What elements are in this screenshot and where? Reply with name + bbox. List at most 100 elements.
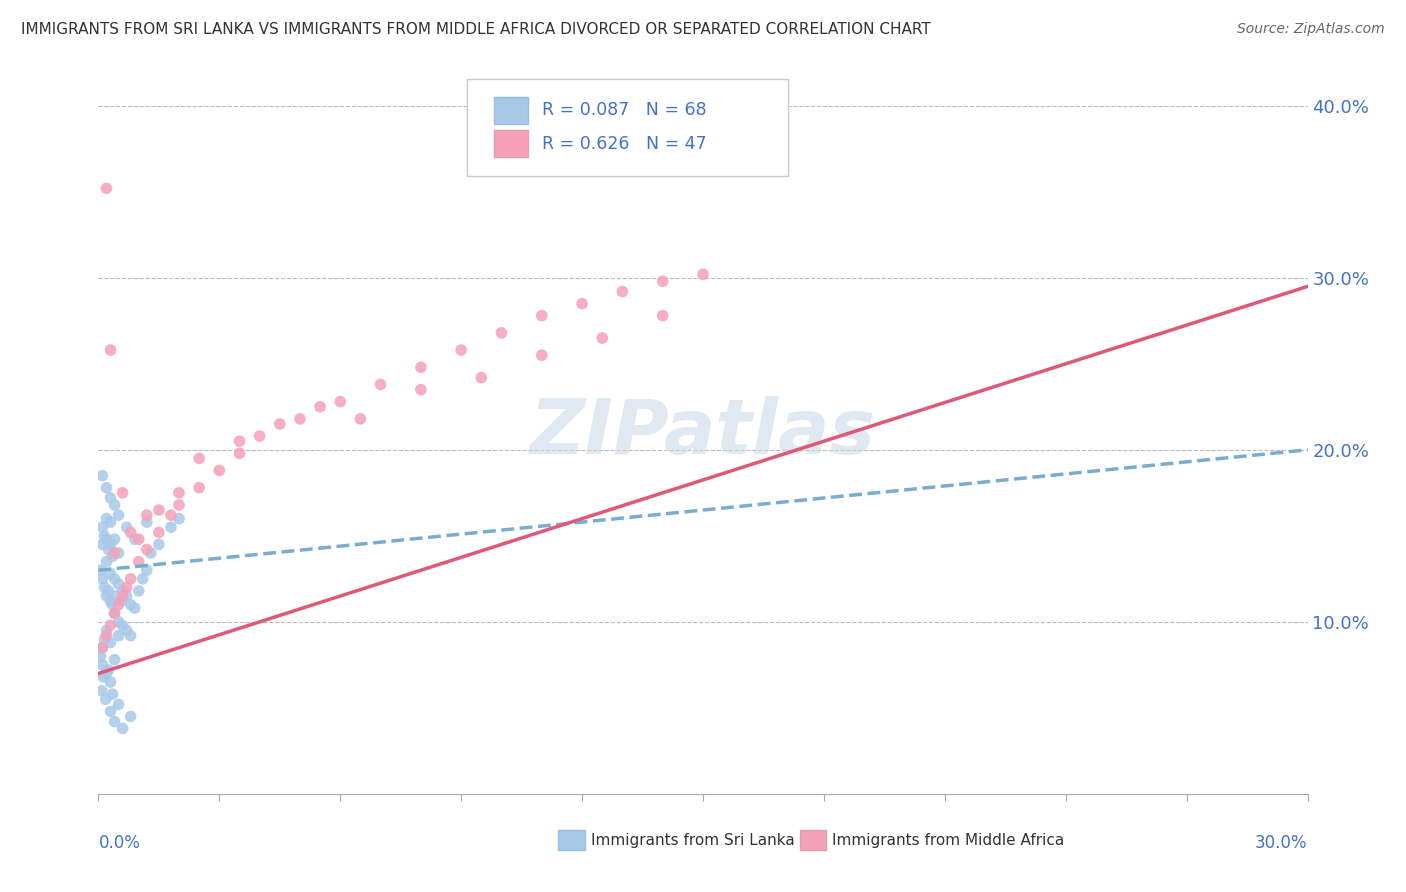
Point bbox=[101, 687, 124, 701]
Point bbox=[103, 653, 125, 667]
Point bbox=[96, 589, 118, 603]
Point bbox=[188, 481, 211, 495]
Point bbox=[115, 520, 138, 534]
Point bbox=[530, 348, 553, 362]
Point bbox=[409, 360, 432, 375]
Point bbox=[269, 417, 291, 431]
Point bbox=[110, 594, 132, 608]
Point bbox=[135, 508, 157, 523]
Point bbox=[228, 446, 250, 460]
Point bbox=[148, 537, 170, 551]
Point bbox=[120, 629, 142, 643]
Point bbox=[591, 331, 613, 345]
Point bbox=[111, 618, 134, 632]
Point bbox=[124, 533, 146, 547]
Point bbox=[94, 692, 117, 706]
Point bbox=[97, 583, 120, 598]
Point bbox=[409, 383, 432, 397]
Point bbox=[100, 618, 122, 632]
Point bbox=[107, 698, 129, 712]
FancyBboxPatch shape bbox=[467, 78, 787, 176]
Point bbox=[97, 542, 120, 557]
Point bbox=[167, 485, 190, 500]
Text: 0.0%: 0.0% bbox=[98, 834, 141, 852]
Point bbox=[96, 533, 118, 547]
Point bbox=[530, 309, 553, 323]
Point bbox=[91, 572, 114, 586]
Text: Immigrants from Sri Lanka: Immigrants from Sri Lanka bbox=[591, 832, 794, 847]
Point bbox=[160, 508, 183, 523]
Point bbox=[107, 546, 129, 560]
Point bbox=[100, 537, 122, 551]
Point bbox=[103, 607, 125, 621]
Point bbox=[100, 704, 122, 718]
Point bbox=[103, 607, 125, 621]
Point bbox=[100, 635, 122, 649]
Point bbox=[115, 589, 138, 603]
Point bbox=[103, 572, 125, 586]
Text: R = 0.087   N = 68: R = 0.087 N = 68 bbox=[543, 102, 707, 120]
Point bbox=[160, 520, 183, 534]
Point bbox=[91, 537, 114, 551]
Point bbox=[148, 525, 170, 540]
Point bbox=[100, 515, 122, 529]
FancyBboxPatch shape bbox=[494, 130, 527, 157]
Point bbox=[91, 468, 114, 483]
Point bbox=[135, 563, 157, 577]
Point bbox=[651, 274, 673, 288]
Point bbox=[90, 683, 112, 698]
Point bbox=[89, 563, 111, 577]
Point bbox=[370, 377, 392, 392]
Point bbox=[692, 268, 714, 282]
Text: Immigrants from Middle Africa: Immigrants from Middle Africa bbox=[832, 832, 1064, 847]
Point bbox=[111, 583, 134, 598]
Point bbox=[571, 296, 593, 310]
Point bbox=[100, 566, 122, 581]
Point bbox=[103, 533, 125, 547]
Point bbox=[188, 451, 211, 466]
Point bbox=[111, 722, 134, 736]
Point bbox=[96, 629, 118, 643]
Point bbox=[91, 640, 114, 655]
Point bbox=[100, 491, 122, 505]
Point bbox=[107, 598, 129, 612]
Point bbox=[651, 309, 673, 323]
Point bbox=[91, 640, 114, 655]
Point bbox=[96, 555, 118, 569]
Point bbox=[115, 624, 138, 638]
Point bbox=[148, 503, 170, 517]
Point bbox=[120, 598, 142, 612]
Point bbox=[167, 511, 190, 525]
Point bbox=[105, 589, 128, 603]
FancyBboxPatch shape bbox=[800, 830, 827, 850]
Point bbox=[120, 709, 142, 723]
Point bbox=[91, 520, 114, 534]
Point bbox=[103, 498, 125, 512]
Point bbox=[111, 589, 134, 603]
Point bbox=[107, 577, 129, 591]
Point bbox=[470, 370, 492, 384]
Point bbox=[139, 546, 162, 560]
Point bbox=[107, 629, 129, 643]
Point bbox=[208, 463, 231, 477]
Point bbox=[91, 670, 114, 684]
Point bbox=[450, 343, 472, 357]
Point bbox=[111, 485, 134, 500]
Point bbox=[288, 412, 311, 426]
Point bbox=[128, 583, 150, 598]
Text: 30.0%: 30.0% bbox=[1256, 834, 1308, 852]
FancyBboxPatch shape bbox=[494, 96, 527, 124]
Point bbox=[101, 549, 124, 564]
Point bbox=[93, 632, 115, 646]
Point bbox=[96, 481, 118, 495]
Point bbox=[103, 546, 125, 560]
FancyBboxPatch shape bbox=[558, 830, 585, 850]
Point bbox=[120, 572, 142, 586]
Point bbox=[309, 400, 332, 414]
Point bbox=[132, 572, 155, 586]
Point bbox=[100, 594, 122, 608]
Point bbox=[349, 412, 371, 426]
Point bbox=[115, 581, 138, 595]
Point bbox=[96, 511, 118, 525]
Point bbox=[128, 555, 150, 569]
